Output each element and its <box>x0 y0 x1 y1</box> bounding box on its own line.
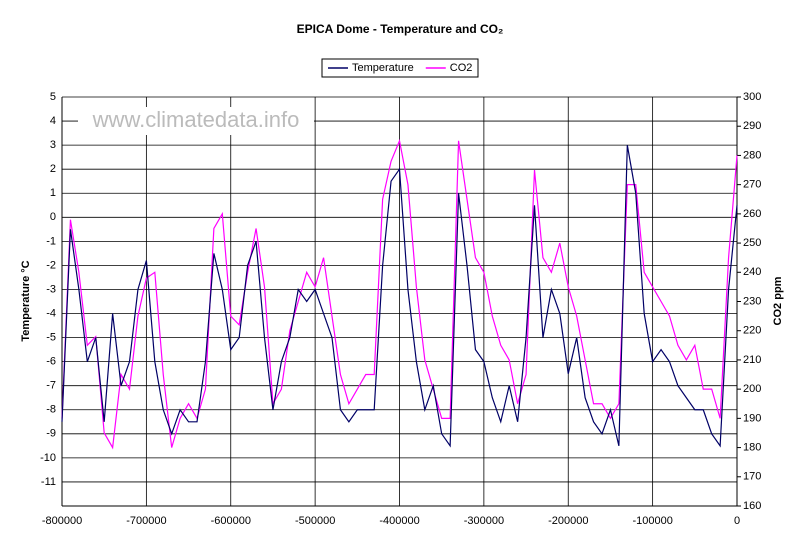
y2-tick-label: 220 <box>743 325 761 337</box>
x-tick-label: -800000 <box>42 515 82 527</box>
y2-tick-label: 270 <box>743 179 761 191</box>
y-tick-label: -1 <box>46 235 56 247</box>
y2-tick-label: 190 <box>743 412 761 424</box>
y-tick-label: -3 <box>46 283 56 295</box>
x-tick-label: -300000 <box>464 515 504 527</box>
watermark: www.climatedata.info <box>92 107 300 132</box>
y2-tick-label: 260 <box>743 208 761 220</box>
y-tick-label: -6 <box>46 356 56 368</box>
y2-tick-label: 300 <box>743 91 761 103</box>
y2-tick-label: 230 <box>743 295 761 307</box>
x-tick-label: -500000 <box>295 515 335 527</box>
x-tick-label: -100000 <box>632 515 672 527</box>
y2-tick-label: 250 <box>743 237 761 249</box>
y2-axis-title: CO2 ppm <box>772 276 784 325</box>
y-tick-label: -8 <box>46 404 56 416</box>
y-tick-label: 3 <box>50 139 56 151</box>
x-tick-label: -700000 <box>126 515 166 527</box>
y-tick-label: -10 <box>40 452 56 464</box>
legend-label: CO2 <box>450 62 473 74</box>
y2-tick-label: 180 <box>743 441 761 453</box>
y-tick-label: -9 <box>46 428 56 440</box>
y2-tick-label: 290 <box>743 120 761 132</box>
y-tick-label: 5 <box>50 91 56 103</box>
x-tick-label: -200000 <box>548 515 588 527</box>
y2-tick-label: 170 <box>743 471 761 483</box>
y2-tick-label: 200 <box>743 383 761 395</box>
y-tick-label: 2 <box>50 163 56 175</box>
y2-tick-label: 210 <box>743 354 761 366</box>
y-tick-label: 0 <box>50 211 56 223</box>
y-tick-label: 4 <box>50 115 56 127</box>
x-tick-label: -400000 <box>379 515 419 527</box>
chart-title: EPICA Dome - Temperature and CO₂ <box>297 22 504 36</box>
y-tick-label: -2 <box>46 259 56 271</box>
y-axis-title: Temperature °C <box>20 260 32 341</box>
y-tick-label: -7 <box>46 380 56 392</box>
legend-box <box>321 58 479 78</box>
x-tick-label: 0 <box>734 515 740 527</box>
y2-tick-label: 280 <box>743 149 761 161</box>
y-tick-label: 1 <box>50 187 56 199</box>
x-tick-label: -600000 <box>211 515 251 527</box>
y2-tick-label: 240 <box>743 266 761 278</box>
watermark-bg <box>78 107 314 135</box>
legend-label: Temperature <box>352 62 414 74</box>
series-line <box>61 145 738 448</box>
y2-tick-label: 160 <box>743 500 761 512</box>
y-tick-label: -5 <box>46 331 56 343</box>
y-tick-label: -4 <box>46 307 56 319</box>
y-tick-label: -11 <box>41 476 56 488</box>
